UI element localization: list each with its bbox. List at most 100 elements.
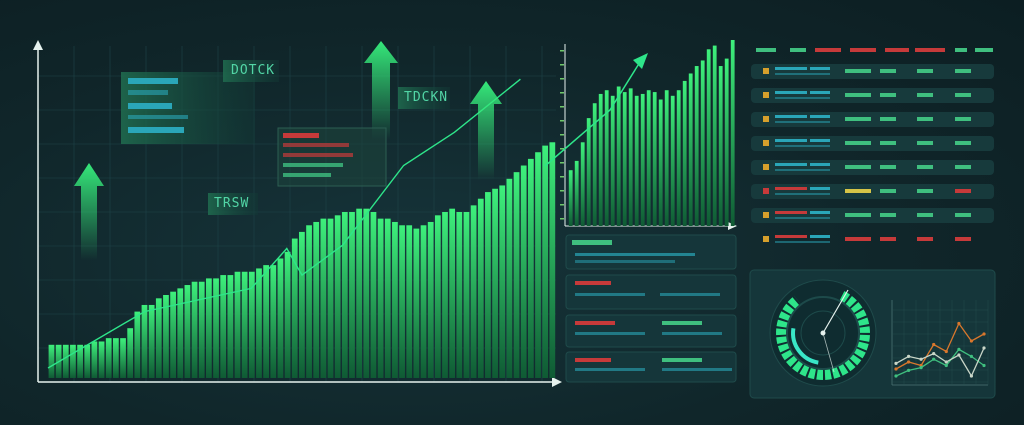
bar bbox=[191, 281, 198, 378]
bar bbox=[542, 145, 549, 378]
bar bbox=[622, 92, 627, 226]
bar bbox=[198, 281, 205, 378]
table-row[interactable] bbox=[751, 184, 994, 199]
bar bbox=[682, 80, 687, 226]
mini-point bbox=[932, 342, 936, 347]
bar bbox=[334, 215, 341, 378]
x-axis-arrow-icon bbox=[552, 377, 562, 387]
bar bbox=[163, 295, 169, 378]
bar bbox=[306, 225, 312, 378]
mini-point bbox=[932, 357, 936, 361]
bar bbox=[299, 231, 305, 378]
bar bbox=[598, 93, 603, 226]
bar bbox=[470, 205, 477, 378]
table-row[interactable] bbox=[751, 160, 994, 175]
mini-point bbox=[907, 368, 911, 372]
bar bbox=[170, 291, 176, 378]
bar bbox=[586, 118, 591, 226]
y-axis-arrow-icon bbox=[33, 40, 43, 50]
bar bbox=[724, 58, 729, 226]
bar bbox=[604, 90, 609, 226]
mini-point bbox=[919, 357, 923, 361]
table-row[interactable] bbox=[751, 232, 994, 247]
bar bbox=[442, 212, 448, 378]
mini-line-chart bbox=[891, 300, 989, 386]
tag-label: TRSW bbox=[214, 196, 250, 211]
growth-arrow-line bbox=[544, 61, 641, 167]
table-row[interactable] bbox=[751, 208, 994, 223]
bar bbox=[70, 344, 76, 378]
bar bbox=[463, 212, 470, 378]
bar bbox=[220, 275, 227, 378]
bar bbox=[634, 95, 639, 226]
bar bbox=[62, 344, 69, 378]
tag-box bbox=[208, 193, 258, 215]
card-text-lines bbox=[128, 78, 353, 177]
bar bbox=[574, 160, 579, 226]
data-table bbox=[751, 64, 994, 247]
bar bbox=[141, 304, 148, 378]
bar bbox=[277, 258, 284, 378]
mini-point bbox=[969, 339, 974, 343]
bar bbox=[730, 40, 735, 226]
bar bbox=[127, 328, 134, 378]
bar bbox=[406, 225, 413, 378]
bar bbox=[105, 338, 112, 378]
bar bbox=[134, 311, 141, 378]
bar bbox=[520, 165, 527, 378]
bar bbox=[640, 93, 645, 226]
mini-point bbox=[932, 352, 936, 356]
main-trend-line bbox=[47, 78, 521, 369]
bar bbox=[91, 341, 98, 378]
tag-label: TDCKN bbox=[404, 90, 449, 105]
bar bbox=[652, 92, 657, 226]
growth-arrow-icon bbox=[633, 53, 648, 69]
table-row[interactable] bbox=[751, 136, 994, 151]
bar bbox=[427, 221, 434, 378]
bar bbox=[206, 278, 212, 378]
mid-bar-series bbox=[568, 40, 735, 227]
mini-point bbox=[969, 354, 974, 358]
mini-point bbox=[957, 353, 961, 357]
bar bbox=[227, 275, 234, 378]
bar bbox=[155, 298, 162, 378]
up-arrow-icon bbox=[74, 163, 104, 260]
mini-series-line bbox=[895, 322, 985, 370]
mini-point bbox=[894, 361, 898, 365]
mini-point bbox=[894, 374, 898, 378]
bar bbox=[658, 99, 663, 226]
main-bar-series bbox=[48, 142, 556, 378]
table-row[interactable] bbox=[751, 64, 994, 79]
mid-y-ticks bbox=[560, 50, 564, 220]
mini-point bbox=[944, 349, 948, 354]
bar bbox=[449, 208, 456, 378]
bar bbox=[248, 271, 255, 378]
bar bbox=[48, 344, 55, 378]
tag-box bbox=[398, 87, 450, 109]
bar bbox=[568, 170, 573, 226]
bar bbox=[313, 221, 320, 378]
mini-point bbox=[969, 374, 974, 378]
mini-point bbox=[982, 363, 986, 368]
bar bbox=[535, 152, 541, 378]
bar bbox=[291, 238, 298, 378]
up-arrow-icon bbox=[364, 41, 398, 140]
bar bbox=[492, 188, 498, 378]
bar bbox=[270, 265, 277, 378]
bar bbox=[320, 218, 327, 378]
mini-series-line bbox=[895, 347, 985, 378]
mini-point bbox=[907, 354, 911, 358]
gauge-arc-secondary bbox=[791, 327, 819, 365]
mini-point bbox=[957, 347, 961, 351]
mid-info-panels bbox=[565, 234, 737, 383]
bar bbox=[234, 271, 241, 378]
bar bbox=[349, 212, 355, 378]
table-row[interactable] bbox=[751, 88, 994, 103]
mini-point bbox=[944, 360, 948, 364]
bar bbox=[356, 208, 363, 378]
table-row[interactable] bbox=[751, 112, 994, 127]
bar bbox=[213, 278, 219, 378]
bar bbox=[377, 218, 384, 378]
bar bbox=[706, 49, 711, 226]
